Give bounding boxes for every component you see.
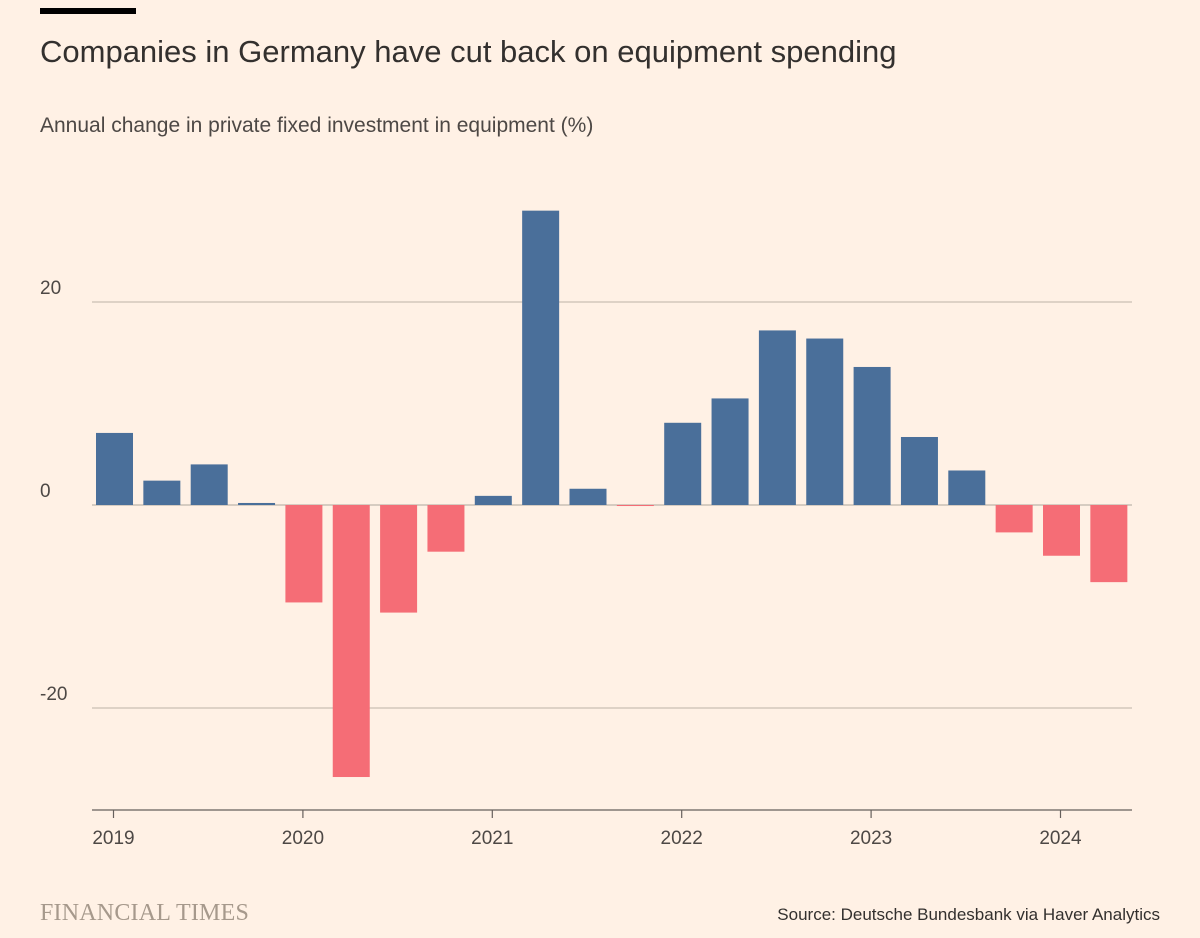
x-tick-label: 2020 bbox=[282, 828, 324, 849]
x-tick-label: 2023 bbox=[850, 828, 892, 849]
y-tick-label: 20 bbox=[40, 278, 61, 299]
bar bbox=[190, 464, 228, 505]
bar bbox=[1090, 505, 1128, 583]
y-tick-label: 0 bbox=[40, 481, 51, 502]
y-tick-label: -20 bbox=[40, 684, 67, 705]
bar bbox=[96, 432, 133, 505]
bar bbox=[664, 422, 702, 505]
bar bbox=[806, 338, 844, 505]
bar bbox=[1043, 505, 1080, 556]
bar bbox=[380, 505, 418, 613]
bar bbox=[948, 470, 986, 505]
x-axis: 2019 2020 2021 2022 2023 2024 bbox=[92, 809, 1132, 849]
financial-times-logo: FINANCIAL TIMES bbox=[40, 900, 250, 926]
bar bbox=[758, 330, 796, 505]
bar bbox=[522, 210, 560, 505]
chart-title: Companies in Germany have cut back on eq… bbox=[40, 34, 897, 69]
x-tick-label: 2021 bbox=[471, 828, 513, 849]
bar bbox=[474, 495, 512, 505]
bars bbox=[96, 210, 1128, 778]
x-tick-label: 2019 bbox=[92, 828, 134, 849]
bar bbox=[853, 366, 891, 505]
bar bbox=[143, 480, 181, 505]
source-note: Source: Deutsche Bundesbank via Haver An… bbox=[777, 905, 1160, 924]
bar bbox=[332, 505, 370, 778]
bar bbox=[616, 505, 654, 507]
bar bbox=[569, 488, 607, 505]
x-tick-label: 2022 bbox=[661, 828, 703, 849]
x-tick-label: 2024 bbox=[1039, 828, 1082, 849]
bar bbox=[995, 505, 1033, 533]
bar bbox=[238, 502, 276, 505]
y-axis-labels: 20 0 -20 bbox=[40, 278, 67, 705]
bar bbox=[900, 436, 938, 505]
bar bbox=[427, 505, 465, 552]
bar bbox=[285, 505, 323, 603]
header-rule bbox=[40, 8, 136, 14]
chart-subtitle: Annual change in private fixed investmen… bbox=[40, 114, 594, 137]
bar bbox=[711, 398, 749, 505]
